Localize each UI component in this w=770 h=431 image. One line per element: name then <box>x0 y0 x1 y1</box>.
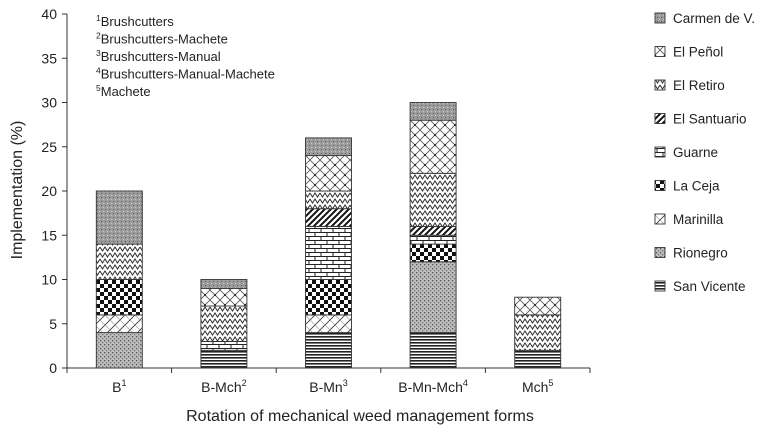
bar-segment-mch-el-penol <box>514 296 562 316</box>
bar-segment-b-mn-guarne <box>305 225 352 280</box>
axes: 0 5 10 15 20 25 30 35 40 B1 B-Mch2 B-Mn3 B-Mn-Mch4 M… <box>41 6 591 395</box>
bar-segment-b-el-retiro <box>95 243 143 280</box>
legend-item-el-penol: El Peñol <box>654 45 723 60</box>
legend-item-carmen-de-v: Carmen de V. <box>654 11 755 26</box>
legend-swatch-la-ceja <box>654 180 666 191</box>
bar-segment-b-mn-mch-el-retiro <box>409 172 457 227</box>
note-brushcutters-manual-machete: 4Brushcutters-Manual-Machete <box>96 66 275 82</box>
legend-swatch-marinilla <box>654 213 666 225</box>
bar-segment-b-mn-la-ceja <box>305 279 352 316</box>
bar-segment-b-mch-carmen-de-v <box>200 279 248 289</box>
legend-item-marinilla: Marinilla <box>654 212 724 227</box>
bar-stack-b <box>95 190 143 369</box>
legend-label-marinilla: Marinilla <box>673 212 724 227</box>
bar-stack-b-mn <box>305 137 352 369</box>
bar-segment-b-mn-mch-rionegro <box>409 261 457 334</box>
bar-segment-b-mn-mch-carmen-de-v <box>409 102 457 121</box>
bar-segment-b-mn-el-santuario <box>305 208 352 227</box>
legend-label-san-vicente: San Vicente <box>673 279 746 294</box>
y-tick-label: 35 <box>41 50 57 66</box>
bar-segment-b-mch-el-penol <box>200 287 248 307</box>
bar-stack-b-mch <box>200 279 248 369</box>
legend-item-el-santuario: El Santuario <box>654 112 747 127</box>
bar-segment-mch-el-retiro <box>514 314 562 351</box>
bar-segment-b-mn-san-vicente <box>305 332 352 369</box>
y-tick-label: 40 <box>41 6 57 22</box>
bar-segment-b-mn-mch-el-penol <box>409 119 457 174</box>
note-machete: 5Machete <box>96 83 151 99</box>
y-tick-label: 25 <box>41 139 57 155</box>
legend-swatch-el-retiro <box>654 79 666 91</box>
bar-segment-b-la-ceja <box>95 279 143 316</box>
bar-segment-mch-san-vicente <box>514 349 562 369</box>
bars <box>95 102 562 369</box>
note-brushcutters-manual: 3Brushcutters-Manual <box>96 48 221 64</box>
bar-stack-mch <box>514 296 562 369</box>
bar-segment-b-rionegro <box>95 332 143 369</box>
y-tick-label: 15 <box>41 227 57 243</box>
legend-swatch-el-santuario <box>654 113 666 124</box>
legend: Carmen de V. El Peñol El Retiro El Santuari… <box>654 11 755 294</box>
legend-item-la-ceja: La Ceja <box>654 179 720 194</box>
bar-segment-b-mn-marinilla <box>305 314 352 334</box>
legend-item-guarne: Guarne <box>654 145 718 160</box>
y-axis-ticks: 0 5 10 15 20 25 30 35 40 <box>41 6 67 376</box>
legend-label-rionegro: Rionegro <box>673 246 728 261</box>
x-tick-label-b-mch: B-Mch2 <box>201 378 246 395</box>
legend-label-la-ceja: La Ceja <box>673 179 720 194</box>
y-tick-label: 10 <box>41 272 57 288</box>
x-tick-label-b: B1 <box>112 378 126 395</box>
bar-segment-b-mn-mch-san-vicente <box>409 332 457 369</box>
bar-segment-b-mch-el-retiro <box>200 305 248 342</box>
legend-swatch-rionegro <box>654 247 666 258</box>
y-tick-label: 0 <box>49 360 57 376</box>
abbreviation-notes: 1Brushcutters 2Brushcutters-Machete3Brush… <box>96 13 275 99</box>
x-axis-ticks: B1 B-Mch2 B-Mn3 B-Mn-Mch4 Mch5 <box>66 368 591 395</box>
bar-segment-b-mn-mch-el-santuario <box>409 225 457 236</box>
y-axis-title: Implementation (%) <box>9 121 26 260</box>
bar-segment-b-mn-mch-la-ceja <box>409 243 457 263</box>
note-brushcutters-machete: 2Brushcutters-Machete <box>96 31 228 47</box>
legend-swatch-carmen-de-v <box>654 12 666 24</box>
legend-label-el-santuario: El Santuario <box>673 112 747 127</box>
legend-label-el-penol: El Peñol <box>673 45 723 60</box>
bar-segment-b-mn-el-retiro <box>305 190 352 210</box>
legend-item-el-retiro: El Retiro <box>654 78 725 93</box>
y-tick-label: 5 <box>49 316 57 332</box>
legend-swatch-san-vicente <box>654 280 666 292</box>
bar-segment-b-mch-san-vicente <box>200 349 248 369</box>
bar-segment-b-mn-el-penol <box>305 155 352 192</box>
x-tick-label-b-mn: B-Mn3 <box>309 378 347 395</box>
x-tick-label-mch: Mch5 <box>522 378 553 395</box>
y-tick-label: 30 <box>41 95 57 111</box>
bar-segment-b-mch-guarne <box>200 341 248 351</box>
note-brushcutters: 1Brushcutters <box>96 13 174 29</box>
legend-swatch-el-penol <box>654 46 666 57</box>
legend-swatch-guarne <box>654 146 666 158</box>
legend-label-el-retiro: El Retiro <box>673 78 725 93</box>
legend-item-rionegro: Rionegro <box>654 246 728 261</box>
bar-segment-b-mn-carmen-de-v <box>305 137 352 157</box>
bar-stack-b-mn-mch <box>409 102 457 369</box>
y-tick-label: 20 <box>41 183 57 199</box>
bar-segment-b-mn-mch-guarne <box>409 234 457 245</box>
legend-item-san-vicente: San Vicente <box>654 279 746 294</box>
x-tick-label-b-mn-mch: B-Mn-Mch4 <box>398 378 468 395</box>
x-axis-title: Rotation of mechanical weed management f… <box>186 408 534 425</box>
legend-label-guarne: Guarne <box>673 145 718 160</box>
bar-segment-b-carmen-de-v <box>95 190 143 245</box>
bar-segment-b-marinilla <box>95 314 143 334</box>
legend-label-carmen-de-v: Carmen de V. <box>673 11 755 26</box>
